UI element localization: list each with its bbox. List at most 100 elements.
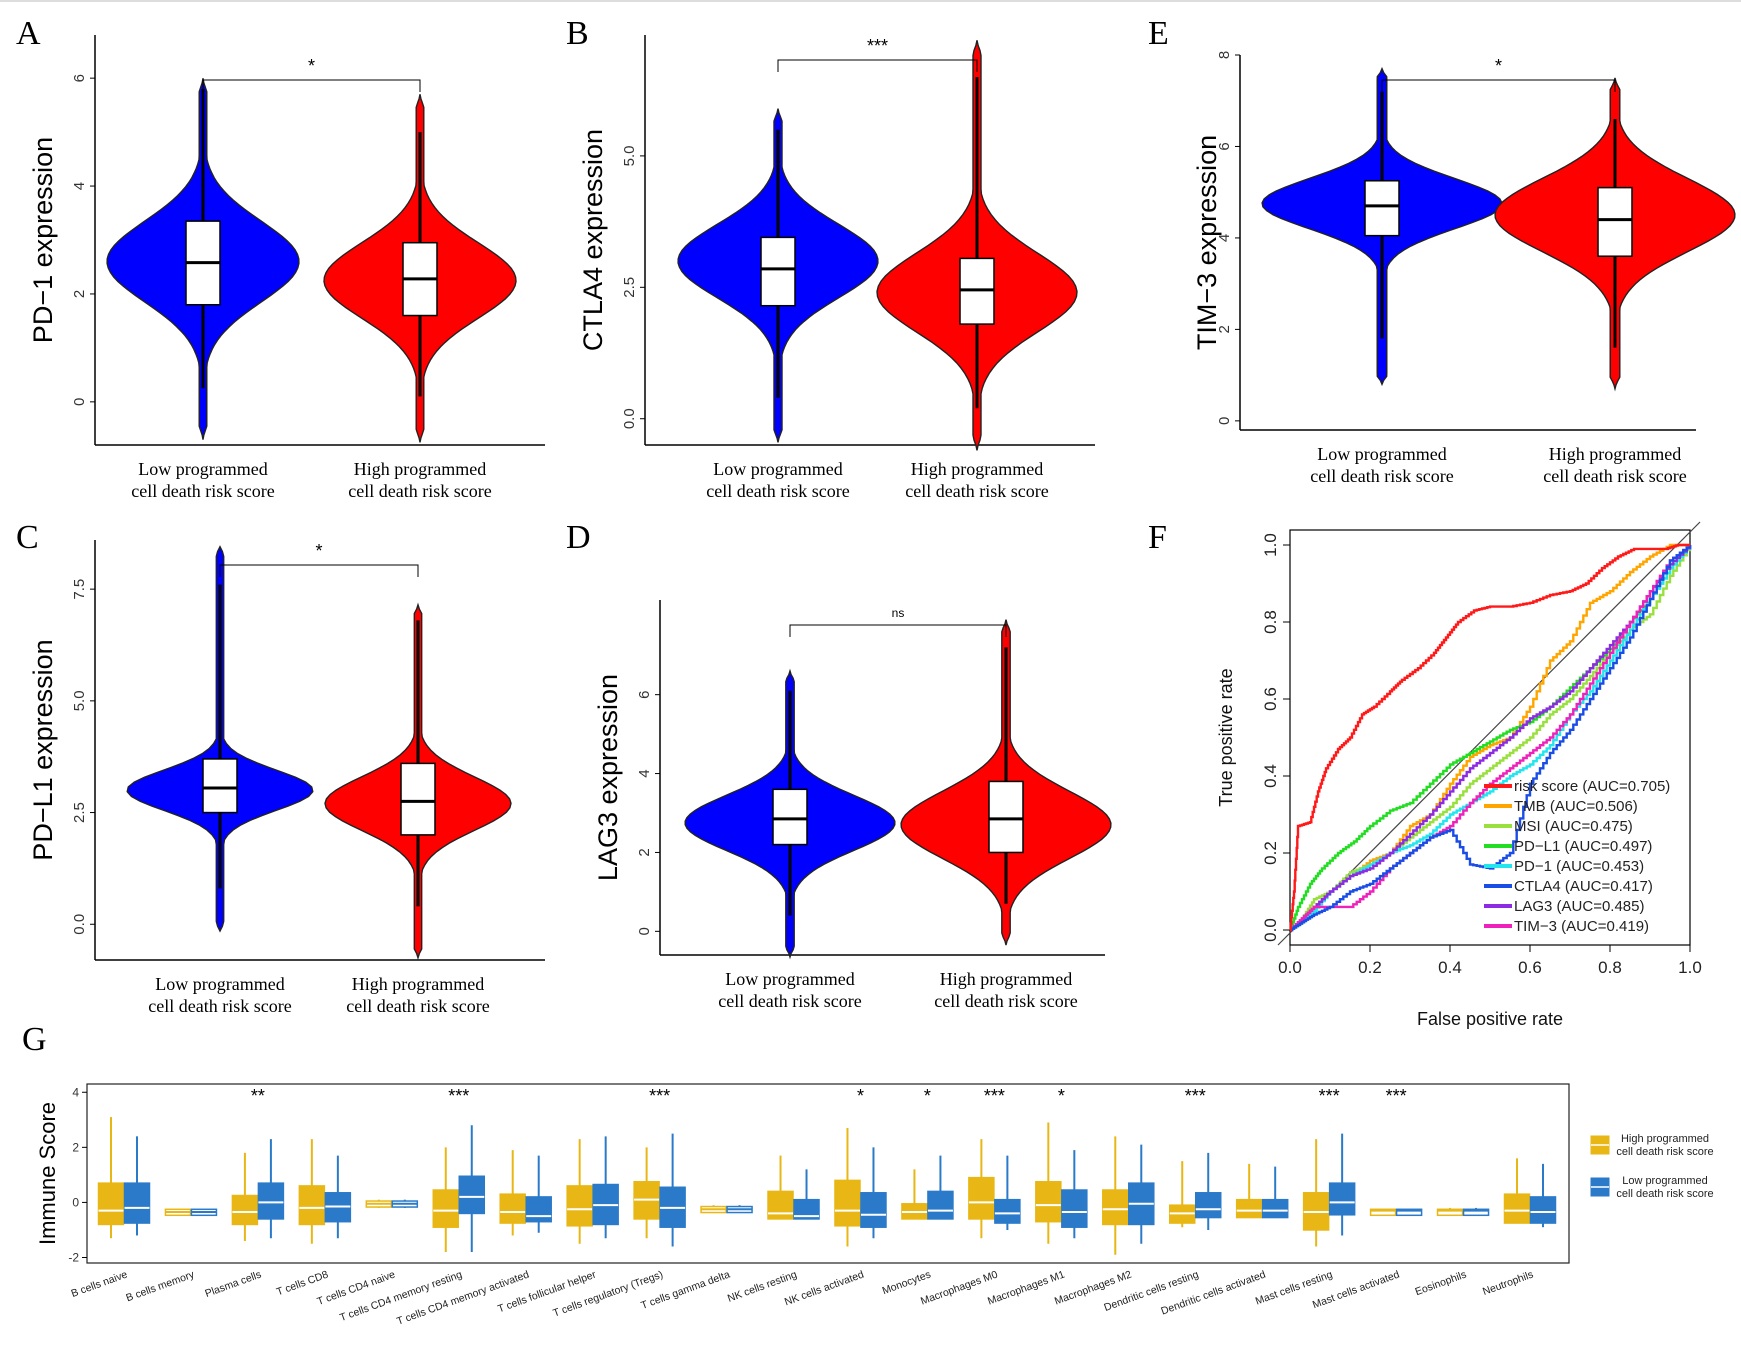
- y-tick-label: 6: [1216, 142, 1233, 150]
- x-tick-label: 0.8: [1598, 958, 1622, 977]
- y-tick-label: 7.5: [71, 579, 88, 600]
- box: [772, 788, 808, 846]
- y-tick-label: 8: [1216, 51, 1233, 59]
- box-high: [834, 1179, 861, 1227]
- box-high: [767, 1190, 794, 1220]
- box: [1597, 186, 1633, 257]
- y-tick-label: 2: [72, 1140, 79, 1154]
- significance-label: *: [1495, 56, 1502, 76]
- violin-panel-pdl1: 0.0 2.5 5.0 7.5 PD−L1 expression Low programm…: [28, 540, 545, 1016]
- significance-label: ***: [984, 1086, 1005, 1106]
- y-axis-label: TIM−3 expression: [1192, 135, 1222, 350]
- box-low: [458, 1175, 486, 1215]
- significance-label: ***: [1185, 1086, 1206, 1106]
- y-tick-label: 5.0: [621, 145, 638, 166]
- violin-panel-ctla4: 0.0 2.5 5.0 CTLA4 expression Low programmed c…: [578, 35, 1095, 501]
- box: [202, 758, 238, 814]
- box: [1364, 180, 1400, 237]
- y-axis-label: Immune Score: [35, 1102, 60, 1245]
- category-label: T cells regulatory (Tregs): [551, 1269, 664, 1320]
- y-tick-label: 2: [71, 290, 88, 298]
- panel-label-e: E: [1148, 15, 1169, 52]
- y-tick-label: 0.4: [1261, 764, 1280, 788]
- y-axis-label: True positive rate: [1216, 668, 1236, 806]
- group-label: High programmed cell death risk score: [905, 459, 1048, 501]
- y-tick-label: 4: [1216, 234, 1233, 242]
- box-low: [123, 1182, 151, 1224]
- box-high: [1436, 1208, 1464, 1217]
- significance-bracket: [789, 624, 1007, 637]
- y-tick-label: 2: [636, 848, 653, 856]
- box: [760, 236, 796, 307]
- y-tick-label: 2.5: [71, 802, 88, 823]
- significance-label: ns: [892, 606, 905, 620]
- panel-label-b: B: [566, 15, 589, 52]
- significance-label: ***: [1386, 1086, 1407, 1106]
- y-tick-label: 2: [1216, 325, 1233, 333]
- box-high: [298, 1185, 326, 1226]
- category-label: Plasma cells: [203, 1269, 262, 1300]
- y-tick-label: 5.0: [71, 690, 88, 711]
- panel-label-f: F: [1148, 519, 1167, 556]
- box-high: [231, 1194, 259, 1226]
- y-tick-label: 0: [72, 1195, 79, 1209]
- box-low: [525, 1196, 552, 1223]
- roc-panel: 0.0 0.0 0.2 0.2 0.4 0.4 0.6 0.6 0.8 0.8 1.0 1.0 Fals…: [1216, 521, 1702, 1029]
- category-label: B cells memory: [124, 1268, 196, 1304]
- significance-bracket: [1381, 79, 1616, 92]
- roc-curve-7: [1290, 545, 1692, 932]
- box-low: [257, 1182, 285, 1220]
- legend-label: MSI (AUC=0.475): [1514, 818, 1633, 835]
- y-tick-label: 6: [71, 74, 88, 82]
- box: [988, 780, 1024, 854]
- significance-bracket: [219, 564, 419, 577]
- violin-panel-pd1: 0 2 4 6 PD−1 expression Low programmed cell de…: [28, 35, 545, 501]
- box-high: [1369, 1208, 1397, 1217]
- y-tick-label: 0.0: [621, 408, 638, 429]
- box-low: [1529, 1196, 1557, 1224]
- box-low: [927, 1190, 954, 1220]
- group-label: Low programmed cell death risk score: [706, 459, 849, 501]
- panel-label-d: D: [566, 519, 591, 556]
- y-axis-label: PD−L1 expression: [28, 639, 58, 860]
- group-label: High programmed cell death risk score: [934, 969, 1077, 1011]
- roc-curve-0: [1289, 543, 1690, 932]
- category-label: Neutrophils: [1481, 1269, 1535, 1298]
- y-tick-label: 2.5: [621, 277, 638, 298]
- box-low: [1061, 1189, 1088, 1228]
- panel-label-a: A: [16, 15, 41, 52]
- group-label: High programmed cell death risk score: [348, 459, 491, 501]
- significance-label: ***: [448, 1086, 469, 1106]
- category-label: B cells naive: [70, 1268, 130, 1299]
- box-low: [793, 1198, 820, 1220]
- box-high: [1235, 1198, 1263, 1219]
- category-label: Eosinophils: [1414, 1269, 1469, 1299]
- significance-label: ***: [867, 36, 888, 56]
- legend-label: PD−L1 (AUC=0.497): [1514, 838, 1652, 855]
- box-high: [499, 1193, 526, 1224]
- panel-label-g: G: [22, 1021, 47, 1058]
- significance-label: *: [308, 56, 315, 76]
- plot-frame: [1289, 529, 1691, 946]
- legend-label: PD−1 (AUC=0.453): [1514, 858, 1644, 875]
- y-tick-label: 1.0: [1261, 533, 1280, 557]
- box-high: [968, 1176, 995, 1220]
- box-low: [1395, 1208, 1423, 1217]
- violin-panel-tim3: 0 2 4 6 8 TIM−3 expression Low programmed cell …: [1192, 51, 1736, 486]
- significance-bracket: [202, 79, 421, 92]
- box-high: [1503, 1193, 1531, 1224]
- box-high: [432, 1189, 460, 1228]
- significance-label: *: [1058, 1086, 1065, 1106]
- box-low: [1462, 1208, 1490, 1217]
- legend-label: TMB (AUC=0.506): [1514, 798, 1638, 815]
- box-low: [1328, 1182, 1356, 1216]
- y-tick-label: 4: [71, 182, 88, 190]
- box-high: [1102, 1189, 1129, 1226]
- box-high: [1035, 1181, 1062, 1223]
- x-tick-label: 0.6: [1518, 958, 1542, 977]
- y-tick-label: 4: [72, 1085, 79, 1099]
- plot-frame: [86, 1083, 1570, 1264]
- legend-label: Low programmed cell death risk score: [1616, 1175, 1713, 1200]
